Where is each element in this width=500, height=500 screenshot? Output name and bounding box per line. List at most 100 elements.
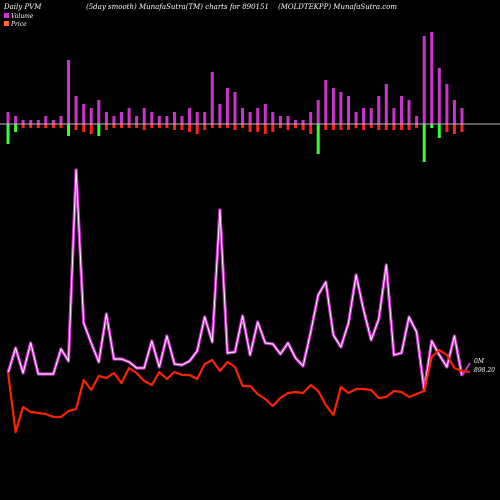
volume-bar-up xyxy=(104,112,108,124)
legend-price-swatch xyxy=(4,21,9,26)
volume-bar-down xyxy=(104,124,108,130)
volume-bar-down xyxy=(256,124,260,132)
volume-bar-up xyxy=(233,92,237,124)
volume-bar-down xyxy=(74,124,78,130)
volume-bar-up xyxy=(286,116,290,124)
volume-bar-down xyxy=(89,124,93,134)
volume-bar-up xyxy=(263,104,267,124)
volume-bar-down xyxy=(377,124,381,130)
volume-bar-down xyxy=(362,124,366,130)
volume-bar-down xyxy=(157,124,161,128)
volume-bar-down xyxy=(422,124,426,162)
volume-bar-down xyxy=(29,124,33,128)
volume-bar-down xyxy=(59,124,63,128)
volume-bar-up xyxy=(241,108,245,124)
volume-bar-up xyxy=(150,112,154,124)
volume-bar-up xyxy=(256,108,260,124)
volume-bar-down xyxy=(44,124,48,128)
volume-bar-up xyxy=(218,104,222,124)
volume-bars xyxy=(6,32,464,162)
volume-bar-up xyxy=(44,116,48,124)
volume-bar-up xyxy=(203,112,207,124)
volume-bar-down xyxy=(97,124,101,136)
volume-pointer xyxy=(461,362,471,377)
volume-bar-up xyxy=(369,108,373,124)
volume-bar-down xyxy=(51,124,55,128)
volume-bar-up xyxy=(112,116,116,124)
volume-bar-down xyxy=(195,124,199,134)
volume-bar-up xyxy=(225,88,229,124)
volume-bar-down xyxy=(286,124,290,130)
volume-value-label: 0M xyxy=(474,358,485,365)
volume-bar-up xyxy=(362,108,366,124)
volume-bar-up xyxy=(301,120,305,124)
volume-bar-up xyxy=(120,112,123,124)
volume-bar-down xyxy=(241,124,245,128)
volume-bar-down xyxy=(331,124,335,130)
volume-bar-up xyxy=(400,96,403,124)
volume-bar-down xyxy=(21,124,25,128)
volume-bar-down xyxy=(301,124,305,130)
volume-bar-up xyxy=(59,116,63,124)
volume-bar-up xyxy=(21,120,25,124)
volume-bar-up xyxy=(430,32,434,124)
volume-bar-down xyxy=(233,124,237,130)
volume-bar-down xyxy=(142,124,146,130)
volume-bar-up xyxy=(271,112,275,124)
legend-volume-swatch xyxy=(4,13,9,18)
volume-bar-down xyxy=(6,124,10,144)
volume-bar-up xyxy=(460,108,464,124)
volume-bar-down xyxy=(316,124,320,154)
volume-bar-up xyxy=(97,100,101,124)
volume-bar-down xyxy=(67,124,70,136)
volume-bar-down xyxy=(278,124,282,128)
volume-bar-down xyxy=(400,124,403,130)
volume-bar-up xyxy=(316,100,320,124)
volume-bar-up xyxy=(210,72,214,124)
volume-bar-up xyxy=(415,116,419,124)
volume-bar-down xyxy=(392,124,396,130)
volume-bar-down xyxy=(82,124,86,132)
volume-bar-up xyxy=(324,80,328,124)
volume-bar-down xyxy=(225,124,229,128)
volume-bar-down xyxy=(294,124,297,128)
volume-bar-up xyxy=(89,108,93,124)
volume-bar-down xyxy=(430,124,434,128)
header-right: (MOLDTEKPP) MunafaSutra.com xyxy=(278,3,397,11)
volume-bar-up xyxy=(407,100,411,124)
volume-bar-up xyxy=(347,96,350,124)
volume-bar-down xyxy=(173,124,176,130)
volume-bar-up xyxy=(36,120,40,124)
volume-bar-down xyxy=(188,124,192,132)
volume-bar-up xyxy=(248,112,252,124)
volume-bar-down xyxy=(150,124,154,128)
volume-bar-up xyxy=(6,112,10,124)
volume-bar-down xyxy=(218,124,222,128)
volume-bar-down xyxy=(135,124,139,128)
price-value-label: 898.20 xyxy=(474,367,495,374)
volume-bar-up xyxy=(294,120,297,124)
volume-bar-down xyxy=(309,124,313,134)
legend-volume-label: Volume xyxy=(11,13,34,20)
volume-bar-up xyxy=(195,112,199,124)
volume-bar-up xyxy=(384,84,388,124)
volume-bar-up xyxy=(135,116,139,124)
volume-bar-up xyxy=(188,108,192,124)
volume-bar-down xyxy=(460,124,464,132)
volume-bar-down xyxy=(354,124,358,128)
volume-bar-up xyxy=(309,112,313,124)
volume-bar-down xyxy=(384,124,388,130)
volume-bar-down xyxy=(452,124,456,134)
volume-bar-down xyxy=(271,124,275,132)
volume-bar-down xyxy=(165,124,169,128)
volume-bar-down xyxy=(127,124,131,128)
volume-bar-up xyxy=(51,120,55,124)
volume-bar-up xyxy=(331,88,335,124)
volume-bar-down xyxy=(210,124,214,128)
volume-bar-down xyxy=(339,124,343,130)
volume-bar-down xyxy=(120,124,123,128)
header-center: (5day smooth) MunafaSutra(TM) charts for… xyxy=(86,3,269,11)
volume-bar-up xyxy=(422,36,426,124)
volume-bar-up xyxy=(142,108,146,124)
